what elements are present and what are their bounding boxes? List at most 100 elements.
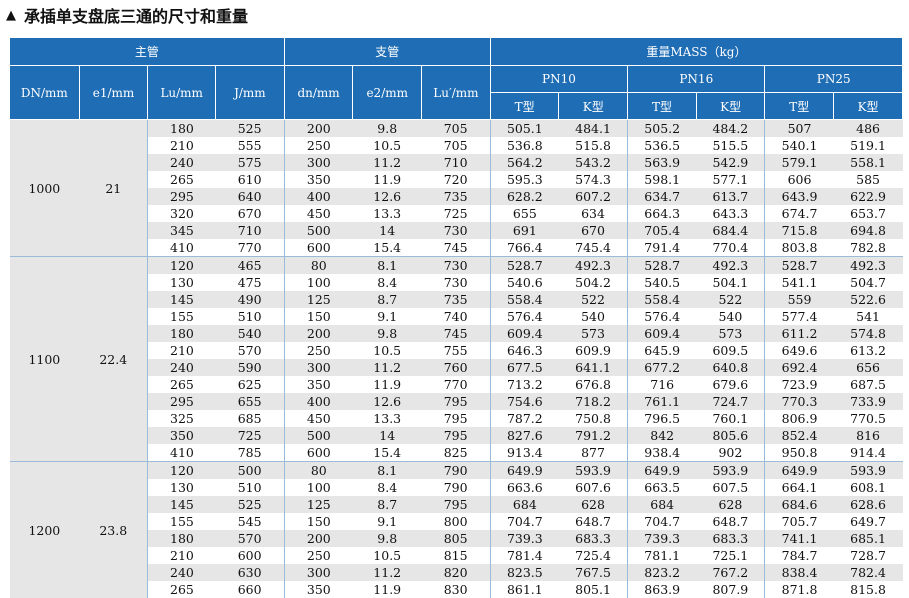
table-cell: 684.4 bbox=[696, 222, 765, 239]
table-cell: 320 bbox=[148, 205, 216, 222]
triangle-icon: ▲ bbox=[6, 8, 16, 23]
table-cell: 795 bbox=[422, 410, 491, 427]
table-cell: 492.3 bbox=[559, 257, 628, 275]
table-cell: 600 bbox=[216, 547, 285, 564]
table-cell: 536.5 bbox=[628, 137, 697, 154]
table-cell: 522 bbox=[696, 291, 765, 308]
table-cell: 733.9 bbox=[834, 393, 903, 410]
table-cell: 555 bbox=[216, 137, 285, 154]
table-cell: 716 bbox=[628, 376, 697, 393]
table-cell: 515.8 bbox=[559, 137, 628, 154]
e1-header: e1/mm bbox=[79, 66, 148, 120]
mass-header: 重量MASS（kg） bbox=[490, 38, 902, 66]
table-cell: 725 bbox=[216, 427, 285, 444]
table-cell: 325 bbox=[148, 410, 216, 427]
table-cell: 728.7 bbox=[834, 547, 903, 564]
table-cell: 295 bbox=[148, 393, 216, 410]
table-cell: 505.2 bbox=[628, 120, 697, 138]
table-cell: 805.1 bbox=[559, 581, 628, 598]
table-cell: 611.2 bbox=[765, 325, 834, 342]
table-cell: 608.1 bbox=[834, 479, 903, 496]
table-cell: 723.9 bbox=[765, 376, 834, 393]
table-cell: 609.4 bbox=[490, 325, 559, 342]
pn16-k-header: K型 bbox=[696, 93, 765, 120]
table-cell: 540 bbox=[559, 308, 628, 325]
table-cell: 11.2 bbox=[353, 154, 422, 171]
table-cell: 11.9 bbox=[353, 376, 422, 393]
table-cell: 345 bbox=[148, 222, 216, 239]
table-cell: 646.3 bbox=[490, 342, 559, 359]
table-cell: 785 bbox=[216, 444, 285, 462]
table-cell: 664.1 bbox=[765, 479, 834, 496]
table-cell: 825 bbox=[422, 444, 491, 462]
table-cell: 150 bbox=[284, 513, 353, 530]
table-cell: 558.4 bbox=[628, 291, 697, 308]
table-cell: 815 bbox=[422, 547, 491, 564]
table-cell: 492.3 bbox=[834, 257, 903, 275]
table-cell: 9.1 bbox=[353, 513, 422, 530]
group-dn-cell: 1200 bbox=[10, 462, 80, 598]
table-cell: 13.3 bbox=[353, 205, 422, 222]
branch-dn-header: dn/mm bbox=[284, 66, 353, 120]
table-cell: 628.6 bbox=[834, 496, 903, 513]
table-cell: 745.4 bbox=[559, 239, 628, 257]
table-cell: 838.4 bbox=[765, 564, 834, 581]
table-cell: 540 bbox=[696, 308, 765, 325]
table-cell: 542.9 bbox=[696, 154, 765, 171]
table-cell: 541.1 bbox=[765, 274, 834, 291]
table-cell: 500 bbox=[284, 222, 353, 239]
table-cell: 823.5 bbox=[490, 564, 559, 581]
table-cell: 663.5 bbox=[628, 479, 697, 496]
table-cell: 782.4 bbox=[834, 564, 903, 581]
table-cell: 450 bbox=[284, 410, 353, 427]
table-cell: 660 bbox=[216, 581, 285, 598]
table-cell: 687.5 bbox=[834, 376, 903, 393]
table-cell: 950.8 bbox=[765, 444, 834, 462]
table-cell: 593.9 bbox=[696, 462, 765, 480]
table-cell: 664.3 bbox=[628, 205, 697, 222]
table-cell: 705.7 bbox=[765, 513, 834, 530]
table-cell: 816 bbox=[834, 427, 903, 444]
table-cell: 750.8 bbox=[559, 410, 628, 427]
table-cell: 674.7 bbox=[765, 205, 834, 222]
table-cell: 528.7 bbox=[765, 257, 834, 275]
table-cell: 350 bbox=[148, 427, 216, 444]
table-cell: 815.8 bbox=[834, 581, 903, 598]
table-cell: 770 bbox=[422, 376, 491, 393]
table-cell: 575 bbox=[216, 154, 285, 171]
table-cell: 563.9 bbox=[628, 154, 697, 171]
table-cell: 677.5 bbox=[490, 359, 559, 376]
table-cell: 12.6 bbox=[353, 188, 422, 205]
table-cell: 739.3 bbox=[490, 530, 559, 547]
table-cell: 541 bbox=[834, 308, 903, 325]
table-cell: 522.6 bbox=[834, 291, 903, 308]
table-cell: 9.8 bbox=[353, 120, 422, 138]
table-cell: 649.7 bbox=[834, 513, 903, 530]
table-cell: 120 bbox=[148, 257, 216, 275]
table-cell: 10.5 bbox=[353, 342, 422, 359]
table-cell: 13.3 bbox=[353, 410, 422, 427]
table-cell: 80 bbox=[284, 257, 353, 275]
table-cell: 705.4 bbox=[628, 222, 697, 239]
table-cell: 806.9 bbox=[765, 410, 834, 427]
table-cell: 823.2 bbox=[628, 564, 697, 581]
table-cell: 145 bbox=[148, 291, 216, 308]
table-cell: 350 bbox=[284, 171, 353, 188]
e2-header: e2/mm bbox=[353, 66, 422, 120]
table-cell: 609.9 bbox=[559, 342, 628, 359]
table-cell: 718.2 bbox=[559, 393, 628, 410]
table-cell: 710 bbox=[422, 154, 491, 171]
table-cell: 590 bbox=[216, 359, 285, 376]
table-cell: 540.5 bbox=[628, 274, 697, 291]
table-cell: 767.5 bbox=[559, 564, 628, 581]
table-cell: 745 bbox=[422, 239, 491, 257]
table-cell: 704.7 bbox=[628, 513, 697, 530]
table-cell: 761.1 bbox=[628, 393, 697, 410]
table-cell: 598.1 bbox=[628, 171, 697, 188]
table-cell: 754.6 bbox=[490, 393, 559, 410]
table-cell: 100 bbox=[284, 274, 353, 291]
table-cell: 12.6 bbox=[353, 393, 422, 410]
table-cell: 540.6 bbox=[490, 274, 559, 291]
